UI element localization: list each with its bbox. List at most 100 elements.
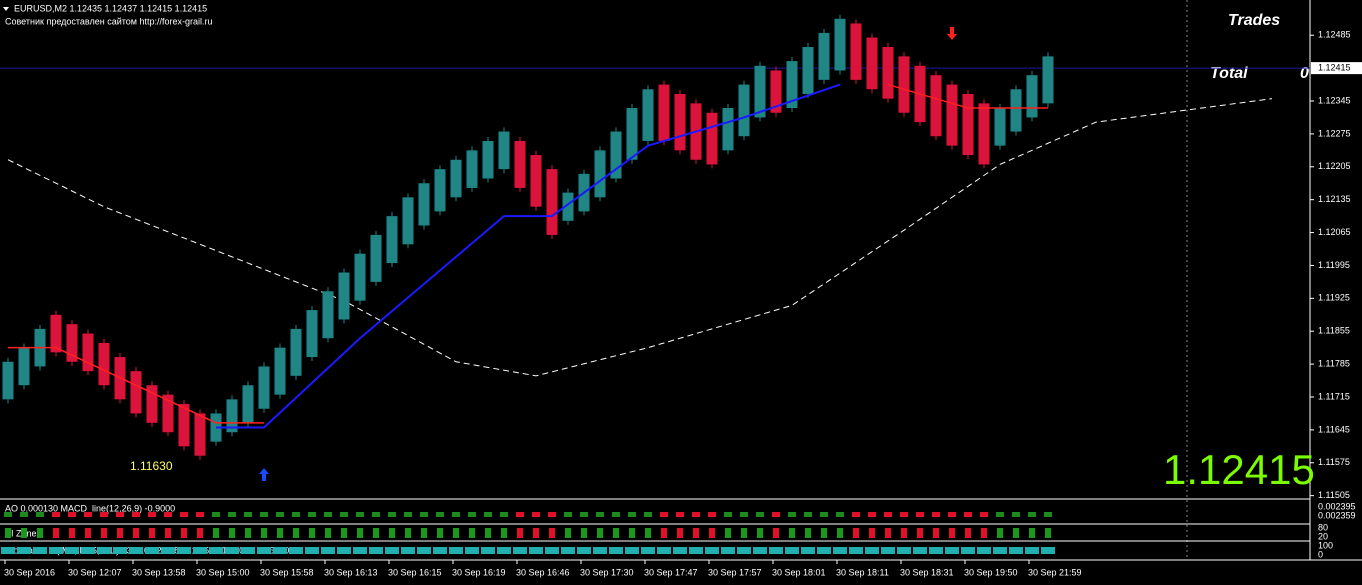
ai-zone-mark: [357, 528, 363, 538]
candle: [290, 328, 302, 376]
ai-zone-mark: [21, 528, 27, 538]
ao-mark: [356, 512, 364, 517]
stoch-mark: [193, 547, 207, 554]
ao-mark: [276, 512, 284, 517]
ao-mark: [100, 512, 108, 517]
stoch-mark: [897, 547, 911, 554]
stoch-mark: [321, 547, 335, 554]
stoch-mark: [817, 547, 831, 554]
stoch-mark: [849, 547, 863, 554]
ai-zone-mark: [437, 528, 443, 538]
candle: [946, 84, 958, 146]
ao-mark: [948, 512, 956, 517]
candle: [610, 131, 622, 179]
advisor-note: Советник предоставлен сайтом http://fore…: [5, 16, 213, 26]
ai-zone-mark: [1029, 528, 1035, 538]
ao-mark: [164, 512, 172, 517]
stoch-mark: [305, 547, 319, 554]
stoch-mark: [1025, 547, 1039, 554]
stoch-mark: [369, 547, 383, 554]
stoch-mark: [481, 547, 495, 554]
ai-zone-mark: [949, 528, 955, 538]
y-tick-label: 1.12275: [1318, 128, 1351, 138]
menu-triangle[interactable]: [3, 7, 9, 11]
ai-zone-mark: [133, 528, 139, 538]
ai-zone-mark: [37, 528, 43, 538]
stoch-mark: [657, 547, 671, 554]
ao-mark: [260, 512, 268, 517]
stoch-mark: [97, 547, 111, 554]
ao-mark: [292, 512, 300, 517]
ai-zone-mark: [853, 528, 859, 538]
candle: [594, 150, 606, 198]
ai-zone-mark: [773, 528, 779, 538]
candle: [818, 32, 830, 80]
ai-zone-mark: [373, 528, 379, 538]
stoch-mark: [353, 547, 367, 554]
ai-zone-mark: [741, 528, 747, 538]
stoch-mark: [561, 547, 575, 554]
ao-mark: [836, 512, 844, 517]
time-label: 30 Sep 15:58: [260, 567, 314, 577]
ao-mark: [148, 512, 156, 517]
resistance-line: [8, 83, 1048, 424]
y-tick-label: 1.11785: [1318, 358, 1350, 368]
candle: [162, 394, 174, 433]
ao-label: AO 0.000130 MACD_line(12,26,9) -0.9000: [5, 503, 175, 513]
ao-mark: [484, 512, 492, 517]
ai-zone-mark: [533, 528, 539, 538]
stoch-mark: [593, 547, 607, 554]
buy-arrow: [259, 468, 269, 481]
ai-zone-mark: [213, 528, 219, 538]
ao-mark: [916, 512, 924, 517]
ao-mark: [964, 512, 972, 517]
stoch-mark: [465, 547, 479, 554]
stoch-mark: [625, 547, 639, 554]
ai-zone-mark: [549, 528, 555, 538]
ai-zone-mark: [53, 528, 59, 538]
ai-zone-mark: [565, 528, 571, 538]
stoch-mark: [913, 547, 927, 554]
ai-zone-mark: [469, 528, 475, 538]
ai-zone-mark: [325, 528, 331, 538]
ao-mark: [884, 512, 892, 517]
ai-zone-mark: [389, 528, 395, 538]
ao-mark: [932, 512, 940, 517]
candle: [1010, 89, 1022, 132]
ai-zone-mark: [165, 528, 171, 538]
ai-zone-mark: [869, 528, 875, 538]
candle: [66, 324, 78, 362]
ao-mark: [580, 512, 588, 517]
stoch-mark: [929, 547, 943, 554]
ao-mark: [228, 512, 236, 517]
stoch-mark: [609, 547, 623, 554]
ao-mark: [308, 512, 316, 517]
ai-zone-mark: [645, 528, 651, 538]
ao-mark: [708, 512, 716, 517]
ao-mark: [724, 512, 732, 517]
stoch-mark: [225, 547, 239, 554]
ai-zone-mark: [197, 528, 203, 538]
stoch-mark: [673, 547, 687, 554]
ai-zone-mark: [517, 528, 523, 538]
time-label: 30 Sep 18:01: [772, 567, 826, 577]
price-display: 1.12415: [1163, 446, 1315, 493]
time-label: 30 Sep 12:07: [68, 567, 122, 577]
candle: [354, 253, 366, 301]
stoch-mark: [641, 547, 655, 554]
candle: [370, 234, 382, 282]
ai-zone-mark: [293, 528, 299, 538]
time-label: 30 Sep 16:13: [324, 567, 378, 577]
candle: [1026, 75, 1038, 118]
candle: [194, 413, 206, 456]
candle: [98, 342, 110, 386]
candle: [834, 18, 846, 71]
time-label: 30 Sep 18:11: [836, 567, 889, 577]
candle: [482, 140, 494, 179]
stoch-mark: [49, 547, 63, 554]
candle: [642, 89, 654, 141]
ao-mark: [628, 512, 636, 517]
stoch-mark: [961, 547, 975, 554]
time-label: 30 Sep 19:50: [964, 567, 1018, 577]
